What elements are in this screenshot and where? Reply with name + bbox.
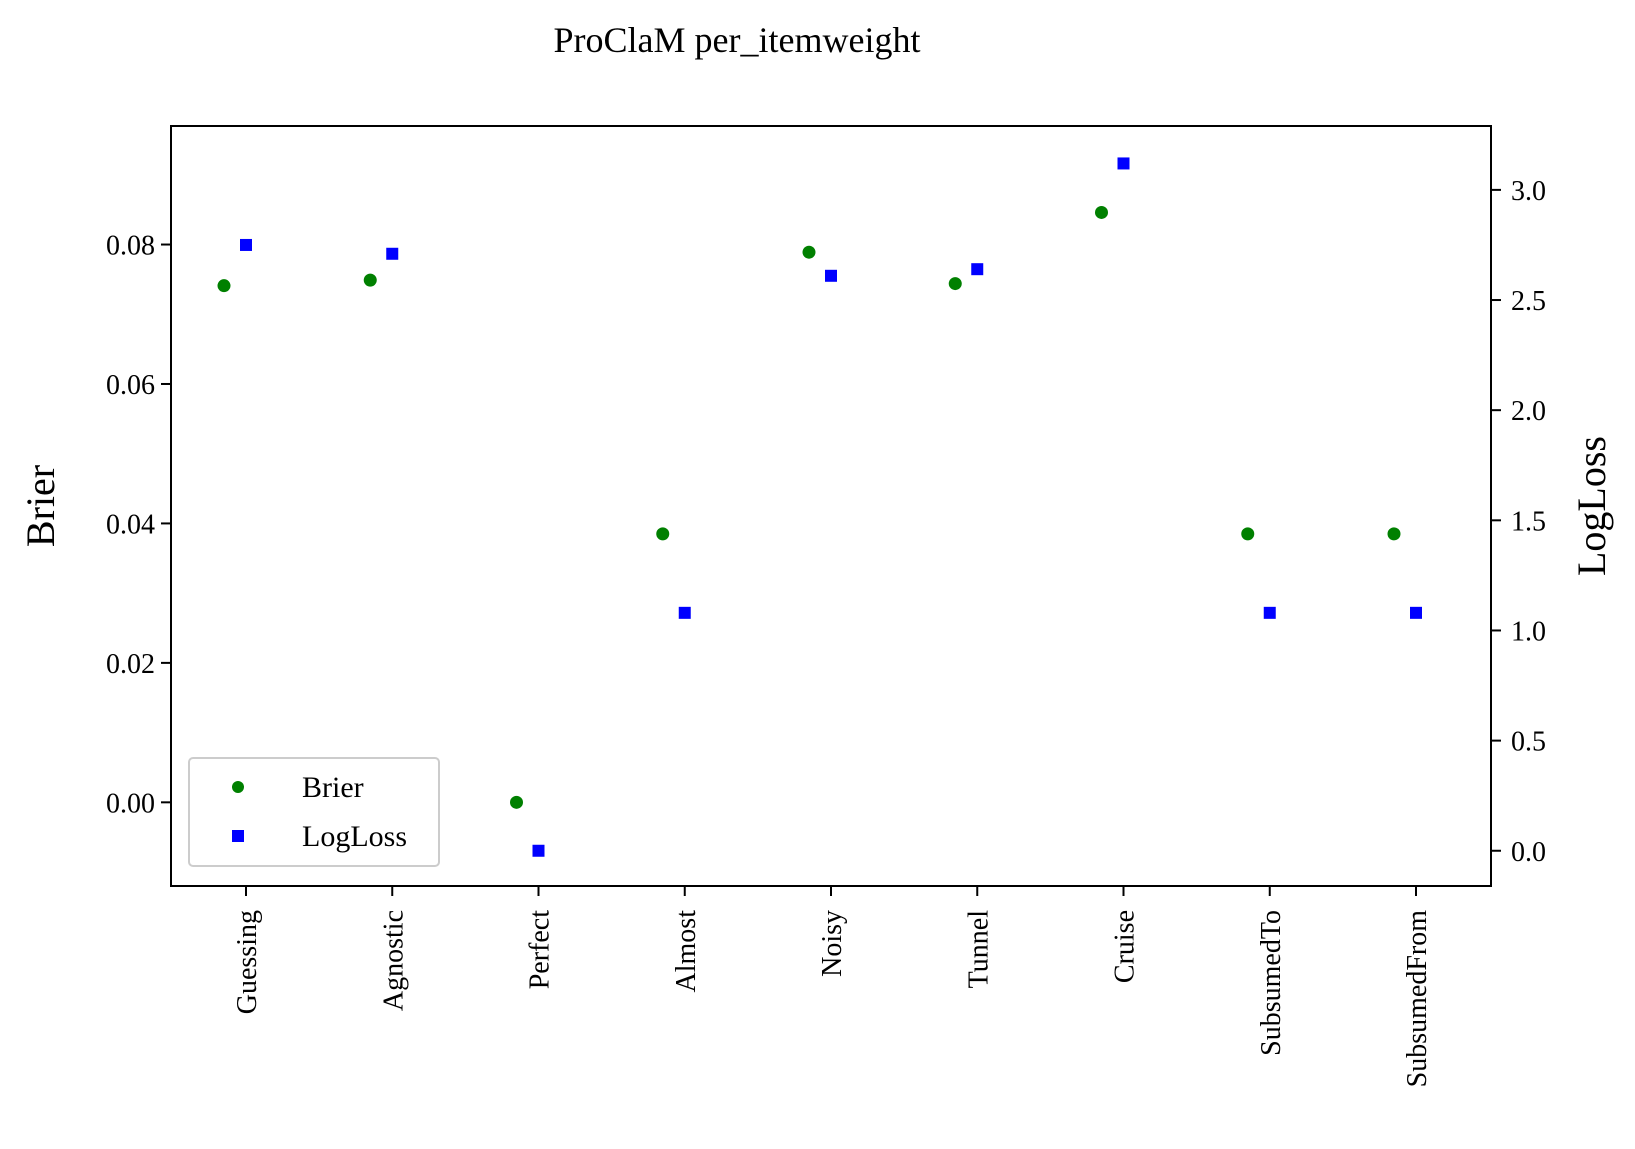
right-tick-label: 0.0 [1511, 837, 1546, 868]
right-tick-label: 0.5 [1511, 727, 1546, 758]
left-tick-label: 0.06 [106, 370, 155, 401]
logloss-point [825, 269, 837, 282]
right-axis: 0.0 0.5 1.0 1.5 2.0 2.5 3.0 [1491, 176, 1546, 868]
brier-point [510, 795, 523, 809]
brier-point [948, 277, 962, 291]
legend-label-logloss: LogLoss [302, 820, 407, 853]
legend: Brier LogLoss [188, 757, 440, 867]
brier-point [363, 273, 377, 287]
logloss-point [240, 238, 252, 251]
right-tick-label: 1.0 [1511, 616, 1546, 647]
legend-marker-brier [232, 781, 244, 793]
brier-point [1241, 527, 1255, 541]
logloss-point [1410, 606, 1422, 619]
right-tick-label: 2.0 [1511, 396, 1546, 427]
x-axis: Guessing Agnostic Perfect Almost Noisy Tunnel… [232, 886, 1433, 1087]
legend-box [188, 757, 440, 867]
left-tick-label: 0.04 [106, 509, 155, 540]
x-tick-label: Agnostic [378, 910, 409, 1011]
x-tick-label: SubsumedTo [1256, 910, 1287, 1056]
logloss-point [532, 844, 545, 857]
x-tick-label: Almost [671, 910, 702, 993]
right-tick-label: 2.5 [1511, 286, 1546, 317]
left-axis-label: Brier [18, 465, 63, 547]
brier-point [1095, 205, 1108, 219]
x-tick-label: Guessing [232, 910, 263, 1014]
x-tick-label: Cruise [1110, 910, 1141, 983]
logloss-point [971, 263, 984, 276]
legend-marker-logloss [232, 830, 244, 842]
logloss-point [386, 247, 399, 260]
right-tick-label: 1.5 [1511, 506, 1546, 537]
brier-point [802, 245, 816, 259]
brier-point [217, 279, 231, 293]
right-tick-label: 3.0 [1511, 176, 1546, 207]
brier-point [1387, 527, 1401, 541]
logloss-point [678, 606, 691, 619]
x-tick-label: Tunnel [963, 910, 994, 989]
x-tick-label: SubsumedFrom [1402, 910, 1433, 1088]
x-tick-label: Noisy [817, 910, 848, 977]
legend-label-brier: Brier [302, 771, 364, 804]
brier-point [656, 527, 670, 541]
logloss-point [1117, 157, 1130, 170]
data-series [217, 157, 1422, 857]
logloss-point [1263, 606, 1276, 619]
right-axis-label: LogLoss [1569, 436, 1614, 576]
left-tick-label: 0.08 [106, 231, 155, 262]
left-tick-label: 0.02 [106, 649, 155, 680]
left-axis: 0.00 0.02 0.04 0.06 0.08 [106, 231, 171, 819]
x-tick-label: Perfect [525, 910, 556, 990]
chart-title: ProClaM per_itemweight [554, 20, 921, 60]
left-tick-label: 0.00 [106, 788, 155, 819]
